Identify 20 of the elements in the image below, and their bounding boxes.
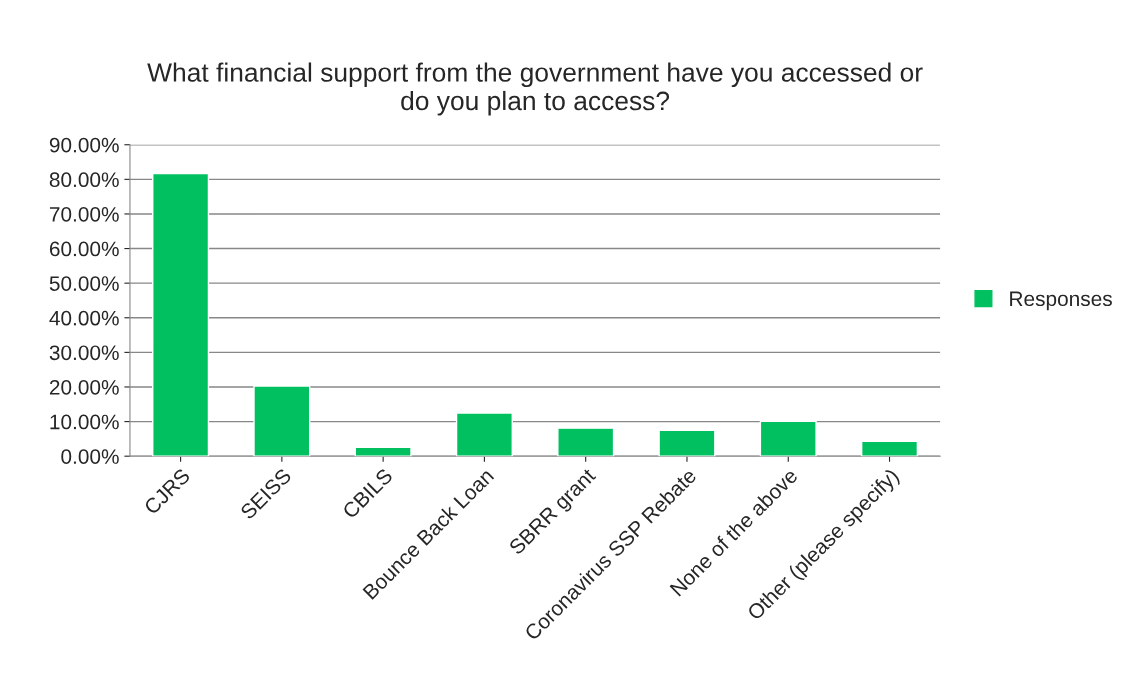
y-tick-label: 20.00% (49, 379, 119, 395)
y-tick-label: 30.00% (49, 345, 119, 361)
y-tick-label: 80.00% (49, 172, 119, 188)
bar (455, 412, 513, 457)
bar (152, 172, 210, 457)
bar (658, 429, 716, 457)
y-tick-label: 60.00% (49, 241, 119, 257)
y-tick-label: 0.00% (61, 449, 119, 464)
y-tick-label: 90.00% (49, 137, 119, 153)
bar (253, 385, 311, 457)
y-tick-label: 40.00% (49, 310, 119, 326)
bar (354, 446, 412, 457)
bar (759, 420, 817, 457)
bar (557, 427, 615, 457)
y-tick-label: 70.00% (49, 206, 119, 222)
y-tick-label: 10.00% (50, 414, 119, 430)
y-tick-label: 50.00% (49, 276, 119, 291)
chart-title: What financial support from the government have you accessed or do you plan to access? (147, 62, 923, 116)
legend-label: Responses (1010, 291, 1112, 311)
bar (860, 440, 919, 457)
